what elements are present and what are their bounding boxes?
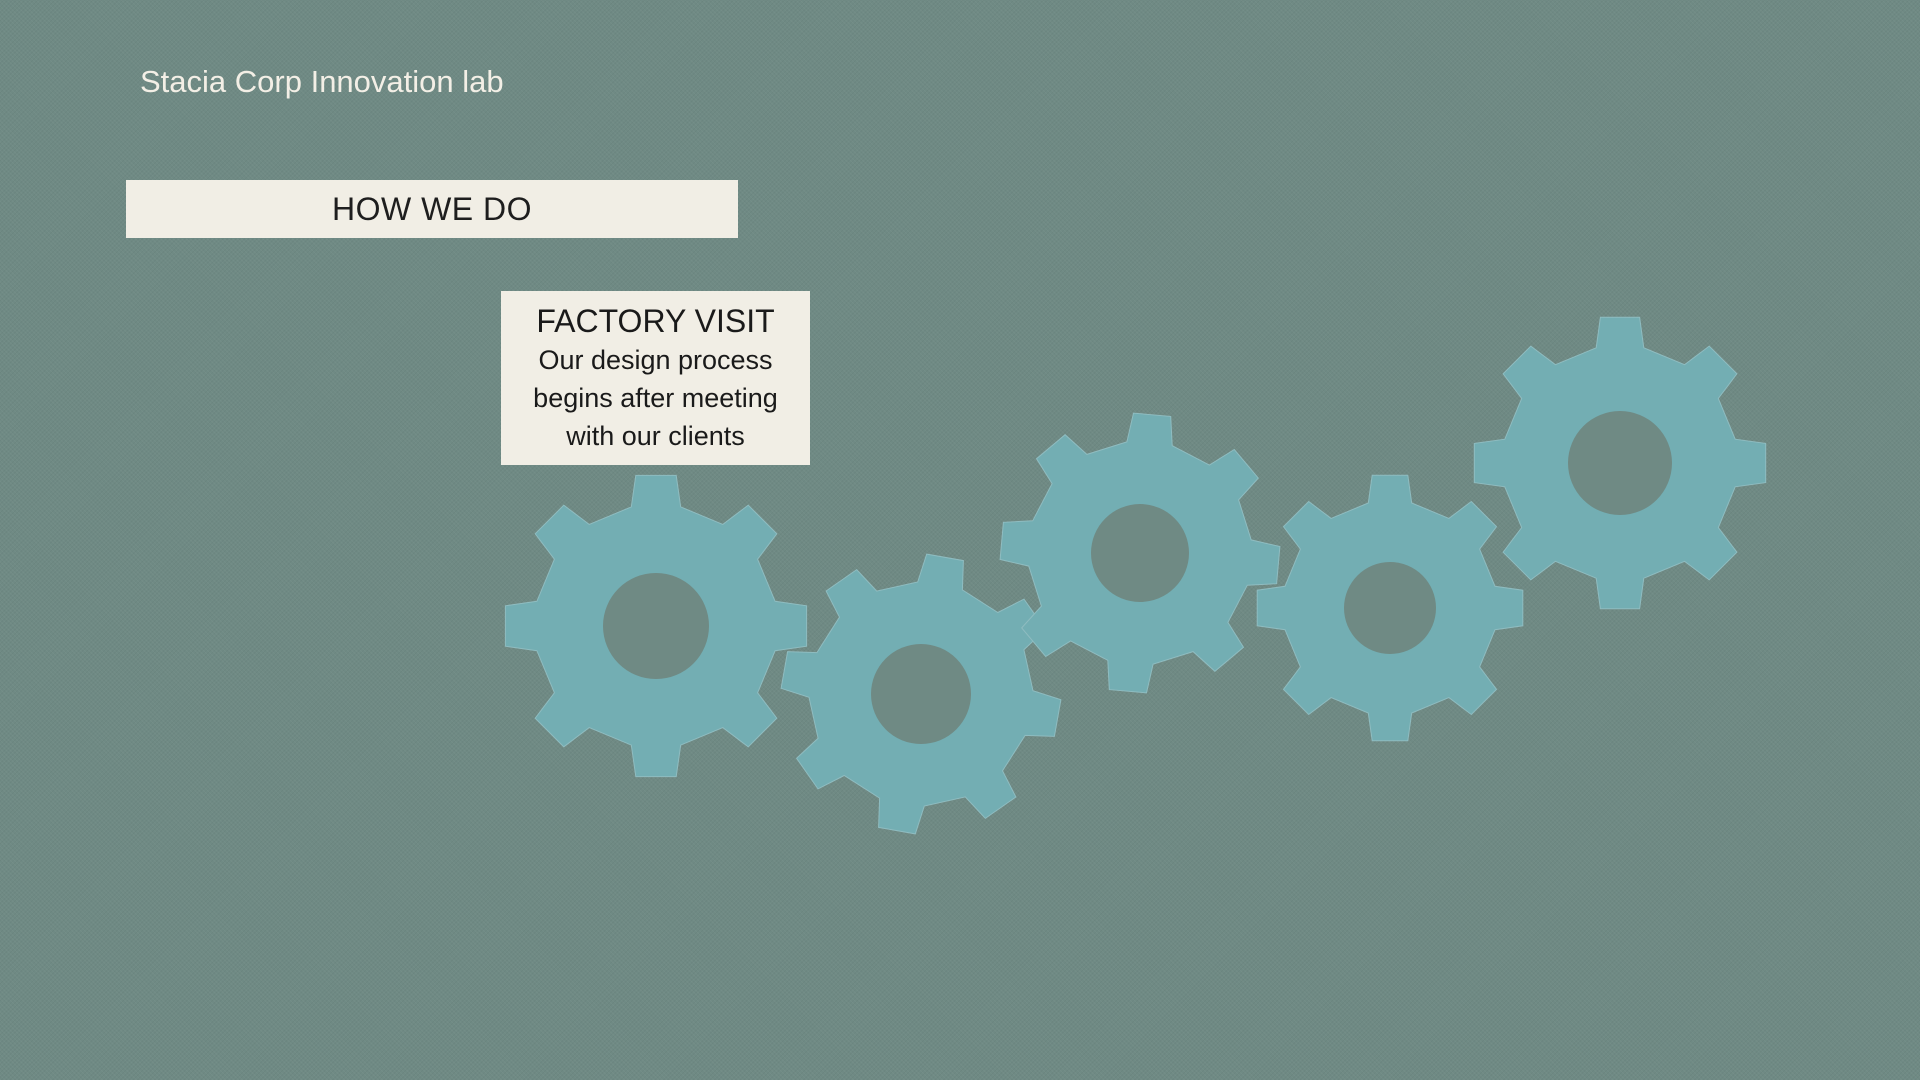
gear-icon [780,553,1062,835]
gear-icon [1256,474,1524,742]
gear-hole [1344,562,1436,654]
gear-hole [603,573,709,679]
gear-hole [1568,411,1672,515]
section-title: HOW WE DO [331,190,533,227]
factory-visit-callout: FACTORY VISIT Our design process begins … [501,291,810,465]
gear-icon [1473,316,1767,610]
company-name: Stacia Corp Innovation lab [140,64,504,99]
gear-icon [504,474,808,778]
callout-body: Our design process begins after meeting … [533,345,778,451]
section-title-bar: HOW WE DO [126,180,738,238]
gear-hole [1091,504,1189,602]
gear-icon [999,412,1281,694]
callout-title: FACTORY VISIT [536,303,775,339]
gear-hole [871,644,971,744]
